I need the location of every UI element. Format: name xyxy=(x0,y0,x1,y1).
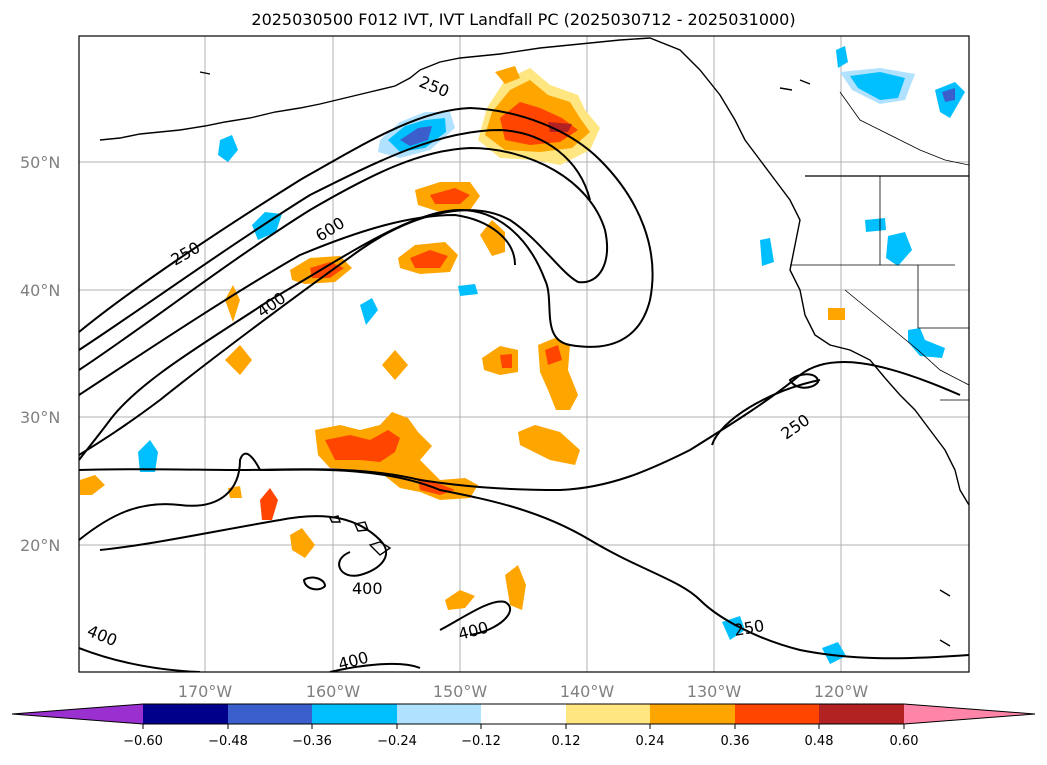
contour-label: 250 xyxy=(777,410,813,443)
negative-region xyxy=(138,440,158,472)
lat-label-20n: 20°N xyxy=(20,536,60,555)
contour-label: 400 xyxy=(456,618,490,644)
negative-region xyxy=(218,135,238,162)
positive-region xyxy=(480,220,505,256)
colorbar-bin xyxy=(566,704,650,724)
colorbar-ticks xyxy=(142,724,905,729)
colorbar-bin xyxy=(312,704,397,724)
negative-region xyxy=(886,232,912,266)
positive-region xyxy=(500,354,512,368)
colorbar-tick-label: 0.24 xyxy=(636,734,665,749)
ivt-contours xyxy=(79,106,969,672)
negative-region xyxy=(908,328,945,358)
lon-label-130w: 130°W xyxy=(687,682,742,701)
negative-region xyxy=(458,284,478,296)
colorbar-bin xyxy=(397,704,481,724)
longitude-labels: 170°W 160°W 150°W 140°W 130°W 120°W xyxy=(178,682,869,701)
lon-label-120w: 120°W xyxy=(814,682,869,701)
colorbar: −0.60 −0.48 −0.36 −0.24 −0.12 0.12 0.24 … xyxy=(11,703,1036,749)
positive-region xyxy=(828,308,845,320)
negative-region xyxy=(360,298,378,325)
positive-region xyxy=(500,102,578,145)
colorbar-tick-label: −0.12 xyxy=(461,734,501,749)
negative-region xyxy=(942,88,955,102)
latitude-labels: 50°N 40°N 30°N 20°N xyxy=(20,153,60,555)
shaded-fields xyxy=(80,46,965,664)
coastlines xyxy=(99,37,969,647)
positive-region xyxy=(382,350,408,380)
positive-region xyxy=(410,250,448,268)
negative-region xyxy=(760,238,774,266)
map-title: 2025030500 F012 IVT, IVT Landfall PC (20… xyxy=(251,10,796,29)
contour-label: 600 xyxy=(312,213,348,245)
positive-region xyxy=(325,430,400,462)
positive-region xyxy=(482,346,518,375)
negative-region xyxy=(836,46,848,68)
colorbar-tick-label: −0.24 xyxy=(377,734,417,749)
lon-label-150w: 150°W xyxy=(433,682,488,701)
colorbar-tick-label: 0.48 xyxy=(805,734,834,749)
colorbar-extend-min xyxy=(12,704,143,724)
positive-region xyxy=(505,565,526,610)
negative-region xyxy=(252,212,282,240)
graticule xyxy=(79,36,969,672)
negative-region xyxy=(822,642,846,664)
positive-region xyxy=(80,475,105,495)
colorbar-bin xyxy=(735,704,819,724)
positive-region xyxy=(225,345,252,375)
colorbar-bin xyxy=(143,704,228,724)
positive-region xyxy=(290,528,315,558)
contour-label: 250 xyxy=(168,238,204,270)
negative-region xyxy=(722,616,745,640)
contour-label: 400 xyxy=(85,621,120,650)
lon-label-140w: 140°W xyxy=(560,682,615,701)
colorbar-tick-label: −0.48 xyxy=(208,734,248,749)
map-frame xyxy=(78,35,970,673)
positive-region xyxy=(260,488,278,520)
lat-label-50n: 50°N xyxy=(20,153,60,172)
positive-region xyxy=(225,285,240,322)
colorbar-tick-label: −0.36 xyxy=(292,734,332,749)
colorbar-tick-label: −0.60 xyxy=(123,734,163,749)
lon-label-160w: 160°W xyxy=(306,682,361,701)
contour-label: 400 xyxy=(253,288,289,321)
positive-region xyxy=(518,425,580,465)
positive-region xyxy=(545,345,562,365)
colorbar-bin xyxy=(650,704,735,724)
colorbar-bin xyxy=(228,704,312,724)
positive-region xyxy=(315,412,478,500)
colorbar-bin xyxy=(481,704,566,724)
positive-region xyxy=(430,188,470,204)
contour-label: 250 xyxy=(417,72,452,101)
colorbar-tick-label: 0.36 xyxy=(721,734,750,749)
positive-region xyxy=(445,590,475,610)
positive-region xyxy=(310,262,344,278)
lat-label-40n: 40°N xyxy=(20,281,60,300)
contour-label: 400 xyxy=(352,579,383,598)
colorbar-tick-label: 0.12 xyxy=(552,734,581,749)
lon-label-170w: 170°W xyxy=(178,682,233,701)
colorbar-bin xyxy=(819,704,904,724)
positive-region xyxy=(495,66,520,84)
negative-region xyxy=(850,72,905,100)
negative-region xyxy=(865,218,886,232)
negative-region xyxy=(400,126,432,146)
colorbar-tick-label: 0.60 xyxy=(890,734,919,749)
colorbar-extend-max xyxy=(904,704,1035,724)
lat-label-30n: 30°N xyxy=(20,408,60,427)
contour-label: 400 xyxy=(336,648,370,674)
